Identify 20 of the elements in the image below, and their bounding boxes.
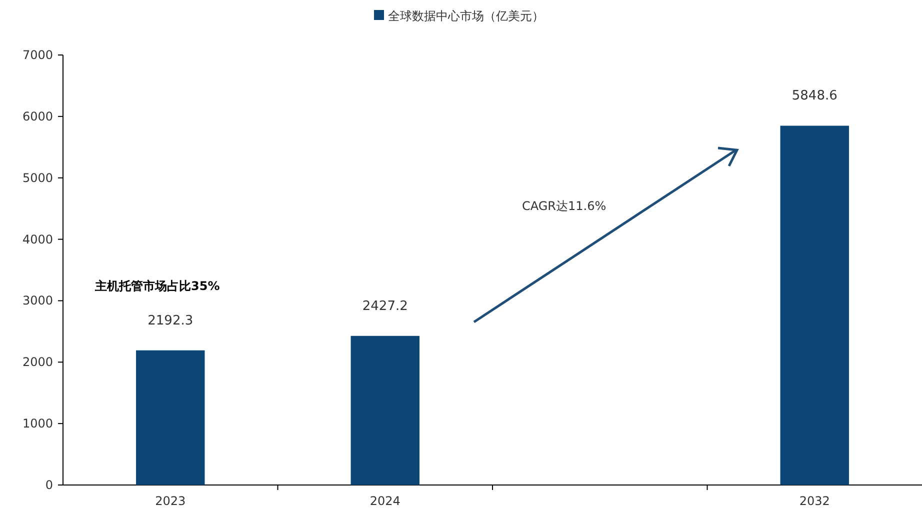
x-tick-label: 2032 — [799, 494, 830, 508]
y-tick-label: 3000 — [22, 294, 53, 308]
y-tick-label: 4000 — [22, 232, 53, 246]
bar — [136, 350, 205, 485]
data-label: 2192.3 — [148, 313, 194, 328]
data-label: 5848.6 — [792, 88, 838, 104]
y-tick-label: 0 — [45, 478, 53, 492]
annotation: CAGR达11.6% — [522, 199, 606, 213]
bar — [780, 126, 849, 485]
y-tick-label: 7000 — [22, 48, 53, 62]
y-tick-label: 5000 — [22, 170, 53, 185]
x-tick-label: 2023 — [155, 494, 186, 508]
data-label: 2427.2 — [362, 298, 408, 314]
legend: 全球数据中心市场（亿美元） — [374, 9, 544, 23]
y-tick-label: 1000 — [22, 416, 53, 431]
y-tick-label: 2000 — [22, 355, 53, 370]
y-tick-label: 6000 — [22, 109, 53, 124]
annotation: 主机托管市场占比35% — [94, 279, 220, 293]
x-tick-label: 2024 — [370, 494, 400, 508]
bar — [350, 336, 420, 485]
